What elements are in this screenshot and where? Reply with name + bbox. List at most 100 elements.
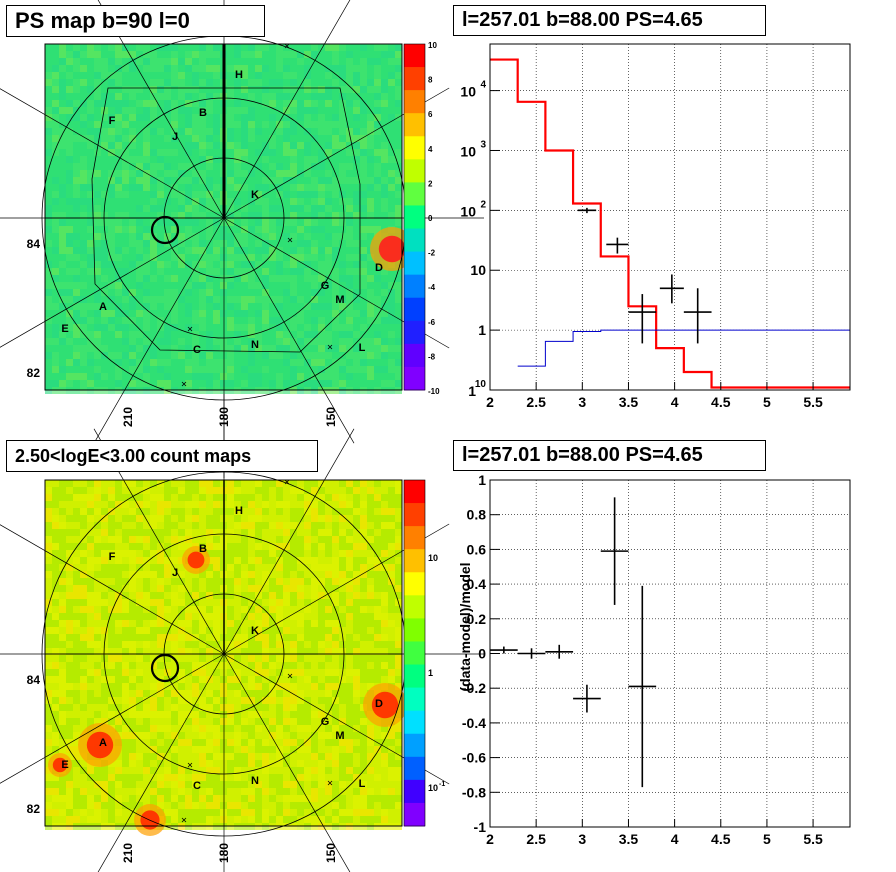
map-pixel [276, 72, 283, 79]
map-pixel [311, 725, 318, 732]
map-pixel [325, 690, 332, 697]
map-pixel [262, 310, 269, 317]
map-pixel [269, 58, 276, 65]
map-pixel [248, 261, 255, 268]
map-pixel [346, 86, 353, 93]
colorbar-segment [404, 343, 425, 368]
map-pixel [353, 240, 360, 247]
map-pixel [248, 578, 255, 585]
map-pixel [325, 599, 332, 606]
map-pixel [87, 697, 94, 704]
map-pixel [234, 501, 241, 508]
map-pixel [332, 233, 339, 240]
map-pixel [164, 268, 171, 275]
map-pixel [94, 205, 101, 212]
map-pixel [80, 494, 87, 501]
map-pixel [192, 578, 199, 585]
map-pixel [248, 655, 255, 662]
map-pixel [360, 592, 367, 599]
map-pixel [115, 501, 122, 508]
map-pixel [164, 296, 171, 303]
map-pixel [297, 578, 304, 585]
map-pixel [234, 550, 241, 557]
map-pixel [143, 725, 150, 732]
map-pixel [234, 795, 241, 802]
map-pixel [276, 261, 283, 268]
map-pixel [94, 352, 101, 359]
map-pixel [115, 380, 122, 387]
map-pixel [388, 44, 395, 51]
map-pixel [381, 627, 388, 634]
map-pixel [290, 135, 297, 142]
map-pixel [87, 198, 94, 205]
map-pixel [262, 149, 269, 156]
map-pixel [374, 338, 381, 345]
map-pixel [45, 233, 52, 240]
map-pixel [388, 585, 395, 592]
map-pixel [297, 683, 304, 690]
map-pixel [129, 739, 136, 746]
map-pixel [297, 634, 304, 641]
map-pixel [80, 205, 87, 212]
map-pixel [374, 641, 381, 648]
map-pixel [262, 282, 269, 289]
map-pixel [122, 303, 129, 310]
map-pixel [101, 613, 108, 620]
map-pixel [339, 774, 346, 781]
map-pixel [290, 529, 297, 536]
map-pixel [248, 149, 255, 156]
map-pixel [122, 739, 129, 746]
map-pixel [52, 268, 59, 275]
map-pixel [80, 219, 87, 226]
map-pixel [206, 606, 213, 613]
map-pixel [164, 254, 171, 261]
map-pixel [150, 275, 157, 282]
map-pixel [136, 802, 143, 809]
map-pixel [52, 149, 59, 156]
map-pixel [52, 58, 59, 65]
map-pixel [66, 184, 73, 191]
map-pixel [129, 494, 136, 501]
map-pixel [122, 268, 129, 275]
map-pixel [290, 669, 297, 676]
map-pixel [52, 774, 59, 781]
map-pixel [115, 338, 122, 345]
map-pixel [395, 170, 402, 177]
map-pixel [234, 711, 241, 718]
map-pixel [87, 170, 94, 177]
map-pixel [297, 128, 304, 135]
map-pixel [283, 198, 290, 205]
map-pixel [59, 529, 66, 536]
map-pixel [52, 781, 59, 788]
map-pixel [80, 711, 87, 718]
map-pixel [129, 310, 136, 317]
map-pixel [192, 606, 199, 613]
map-pixel [136, 641, 143, 648]
map-pixel [143, 634, 150, 641]
map-pixel [52, 184, 59, 191]
map-pixel [122, 184, 129, 191]
map-pixel [171, 282, 178, 289]
map-pixel [360, 191, 367, 198]
map-pixel [136, 226, 143, 233]
map-pixel [143, 303, 150, 310]
map-pixel [227, 65, 234, 72]
map-pixel [318, 310, 325, 317]
map-pixel [164, 72, 171, 79]
map-pixel [52, 648, 59, 655]
map-pixel [66, 205, 73, 212]
map-pixel [129, 191, 136, 198]
map-pixel [171, 522, 178, 529]
map-pixel [290, 795, 297, 802]
map-pixel [339, 550, 346, 557]
map-pixel [164, 289, 171, 296]
map-pixel [122, 107, 129, 114]
map-pixel [395, 191, 402, 198]
map-pixel [283, 107, 290, 114]
map-pixel [346, 79, 353, 86]
map-pixel [227, 205, 234, 212]
map-pixel [136, 240, 143, 247]
map-pixel [87, 578, 94, 585]
map-pixel [353, 317, 360, 324]
map-pixel [59, 788, 66, 795]
